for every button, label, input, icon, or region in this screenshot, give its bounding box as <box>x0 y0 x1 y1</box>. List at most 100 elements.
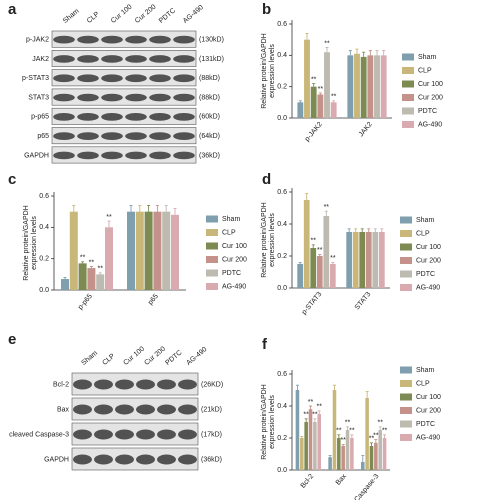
blot-band <box>101 93 123 102</box>
significance-label: ** <box>89 259 95 266</box>
blot-band <box>149 132 171 141</box>
legend-swatch <box>400 366 412 374</box>
panel-label: e <box>8 331 16 348</box>
legend-label: Cur 100 <box>222 243 247 250</box>
y-tick-label: 0.6 <box>277 21 287 28</box>
error-bar <box>147 204 151 212</box>
significance-label: ** <box>369 436 375 443</box>
legend-swatch <box>400 407 412 414</box>
blot-band <box>125 132 147 141</box>
error-bar <box>361 455 365 462</box>
blot-band <box>101 74 123 83</box>
legend-label: CLP <box>416 380 430 387</box>
blot-band <box>115 454 134 465</box>
bar <box>337 438 341 470</box>
blot-band <box>77 74 99 83</box>
bar <box>352 232 359 288</box>
blot-band <box>173 74 195 83</box>
legend-swatch <box>206 256 218 263</box>
blot-band <box>125 55 147 63</box>
bar <box>295 390 300 470</box>
row-label: p-p65 <box>31 114 49 121</box>
legend-swatch <box>400 434 412 441</box>
bar <box>303 200 310 288</box>
blot-band <box>94 429 113 440</box>
blot-band <box>53 112 75 121</box>
blot-band <box>125 112 147 121</box>
bar <box>316 256 323 288</box>
y-axis-label: Relative protein/GAPDH <box>261 384 268 459</box>
legend-label: Cur 100 <box>416 244 441 251</box>
legend-swatch <box>206 229 218 236</box>
lane-label: CLP <box>101 353 116 367</box>
blot-band <box>173 112 195 121</box>
error-bar <box>305 32 309 40</box>
legend-label: PDTC <box>418 108 437 115</box>
blot-band <box>173 93 195 102</box>
error-bar <box>164 204 168 212</box>
y-tick-label: 0.2 <box>277 435 287 442</box>
error-bar <box>355 48 359 54</box>
y-tick-label: 0.0 <box>277 467 287 474</box>
panel-label: d <box>262 171 271 188</box>
significance-label: ** <box>330 255 336 262</box>
blot-band <box>136 429 155 440</box>
bar <box>69 211 78 290</box>
error-bar <box>89 266 93 269</box>
bar <box>347 55 354 118</box>
error-bar <box>81 261 85 264</box>
y-axis-label: expression levels <box>31 216 38 270</box>
bar <box>144 211 153 290</box>
legend-label: CLP <box>222 229 236 236</box>
error-bar <box>325 47 329 53</box>
y-tick-label: 0.4 <box>277 221 287 228</box>
y-axis-label: expression levels <box>269 213 276 267</box>
blot-band <box>173 132 195 141</box>
blot-band <box>53 35 75 44</box>
significance-label: ** <box>312 412 318 419</box>
blot-band <box>173 35 195 44</box>
error-bar <box>369 442 373 446</box>
lane-label: AG-490 <box>185 346 208 367</box>
error-bar <box>360 228 364 232</box>
legend-swatch <box>400 243 412 251</box>
row-label: GAPDH <box>44 456 69 463</box>
significance-label: ** <box>97 266 103 273</box>
blot-band <box>73 404 92 415</box>
legend-swatch <box>402 67 414 74</box>
error-bar <box>348 50 352 56</box>
significance-label: ** <box>308 399 314 406</box>
bar <box>360 56 367 118</box>
lane-label: CLP <box>86 11 101 25</box>
error-bar <box>374 439 378 443</box>
legend-label: CLP <box>418 67 432 74</box>
bar <box>359 232 366 288</box>
legend-label: Cur 100 <box>416 394 441 401</box>
bar <box>105 227 113 290</box>
error-bar <box>341 443 345 446</box>
blot-band <box>101 35 123 44</box>
blot-band <box>178 379 197 390</box>
bar <box>378 430 382 470</box>
blot-band <box>157 454 176 465</box>
row-label: p-STAT3 <box>22 75 49 82</box>
blot-band <box>125 35 147 44</box>
lane-label: Cur 200 <box>134 4 158 25</box>
blot-band <box>173 55 195 63</box>
blot-band <box>77 151 99 160</box>
size-label: (36kD) <box>199 152 220 159</box>
legend-label: Cur 200 <box>416 257 441 264</box>
y-axis-label: Relative protein/GAPDH <box>23 205 30 280</box>
x-tick-label: STAT3 <box>354 291 373 311</box>
lane-label: Sham <box>80 350 99 367</box>
size-label: (130kD) <box>199 36 224 43</box>
lane-label: Cur 100 <box>110 4 134 25</box>
error-bar <box>362 51 366 57</box>
significance-label: ** <box>382 428 388 435</box>
significance-label: ** <box>349 428 355 435</box>
legend-swatch <box>206 242 218 250</box>
blot-band <box>157 379 176 390</box>
legend-label: AG-490 <box>416 284 440 291</box>
legend-label: Cur 200 <box>222 256 247 263</box>
bar <box>317 94 324 118</box>
